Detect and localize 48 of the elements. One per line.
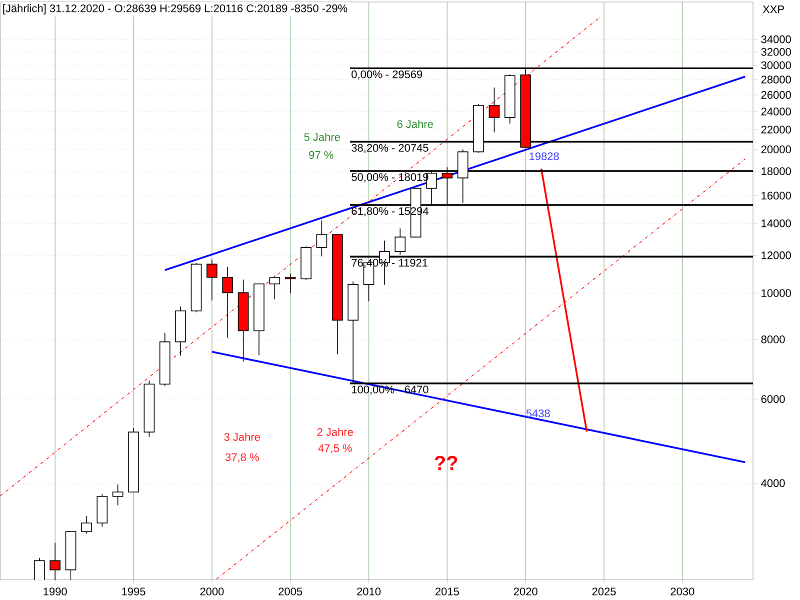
y-tick-label: 26000 xyxy=(761,91,791,99)
annotation: 5 Jahre xyxy=(304,132,340,142)
annotation: 19828 xyxy=(530,152,559,160)
candlestick xyxy=(206,259,218,301)
annotation: 37,8 % xyxy=(225,453,259,462)
annotation: 2 Jahre xyxy=(317,428,353,436)
annotation: 100,00% - 6470 xyxy=(352,386,428,395)
x-tick-label: 1995 xyxy=(122,588,146,596)
chart-title: [Jährlich] 31.12.2020 - O:28639 H:29569 L:20116 C:20189 -8350 -29% xyxy=(3,4,348,14)
y-axis-title: XXP xyxy=(762,6,784,14)
candlestick xyxy=(222,266,234,338)
x-tick-label: 2015 xyxy=(436,588,459,596)
annotation: 38,20% - 20745 xyxy=(352,144,428,154)
annotation: 6 Jahre xyxy=(397,120,433,128)
y-tick-label: 34000 xyxy=(761,35,791,44)
annotation: 3 Jahre xyxy=(224,432,260,441)
x-tick-label: 1990 xyxy=(44,588,67,596)
annotation: 47,5 % xyxy=(318,444,352,454)
x-tick-label: 2030 xyxy=(670,588,694,596)
candlestick xyxy=(81,516,92,534)
y-tick-label: 18000 xyxy=(762,167,791,176)
y-tick-label: 4000 xyxy=(761,479,785,488)
y-tick-label: 6000 xyxy=(761,395,785,404)
y-tick-label: 24000 xyxy=(761,108,791,116)
candlestick xyxy=(269,276,280,300)
y-tick-label: 28000 xyxy=(761,76,791,84)
annotation: 97 % xyxy=(309,151,334,159)
y-tick-label: 32000 xyxy=(761,48,791,56)
candlestick xyxy=(488,87,500,133)
annotation: ?? xyxy=(434,456,458,470)
x-tick-label: 2000 xyxy=(200,588,224,596)
y-tick-label: 12000 xyxy=(762,251,791,260)
y-tick-label: 20000 xyxy=(761,146,791,154)
y-tick-label: 16000 xyxy=(762,192,791,200)
y-tick-label: 8000 xyxy=(761,336,785,344)
x-tick-label: 2020 xyxy=(514,588,538,596)
candlestick xyxy=(284,273,296,294)
candlestick xyxy=(112,484,124,506)
annotation: 5438 xyxy=(526,410,550,418)
x-tick-label: 2010 xyxy=(357,588,381,596)
annotation: 0,00% - 29569 xyxy=(352,70,422,80)
y-tick-label: 10000 xyxy=(762,289,791,298)
y-tick-label: 14000 xyxy=(762,220,791,228)
x-tick-label: 2025 xyxy=(592,588,616,596)
candlestick xyxy=(316,220,328,257)
y-tick-label: 30000 xyxy=(761,61,791,70)
x-tick-label: 2005 xyxy=(278,588,302,596)
y-tick-label: 22000 xyxy=(761,126,791,134)
